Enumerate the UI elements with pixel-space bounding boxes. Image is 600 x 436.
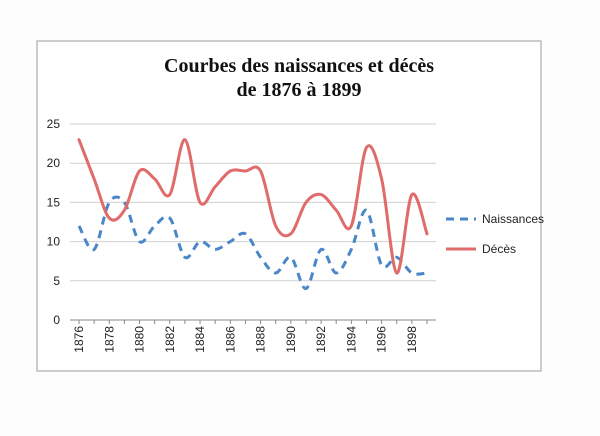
x-tick-label: 1888 (254, 326, 268, 353)
x-tick-label: 1890 (284, 326, 298, 353)
x-axis: 1876 1878 1880 1882 1884 1886 1888 1890 1892 1894… (70, 319, 436, 353)
x-tick-label: 1884 (193, 326, 207, 353)
y-tick-label: 20 (47, 156, 61, 170)
y-axis: 0 5 10 15 20 25 (47, 117, 61, 327)
y-tick-label: 15 (47, 195, 61, 209)
x-tick-label: 1878 (102, 326, 116, 353)
chart-frame (36, 40, 542, 372)
x-tick-label: 1876 (72, 326, 86, 353)
chart-title-line-1: Courbes des naissances et décès (164, 55, 434, 77)
x-tick-label: 1894 (344, 326, 358, 353)
y-tick-label: 5 (53, 274, 60, 288)
legend: Naissances Décès (446, 212, 544, 256)
x-tick-label: 1898 (405, 326, 419, 353)
y-tick-label: 10 (47, 235, 61, 249)
x-tick-label: 1880 (133, 326, 147, 353)
series-line-naissances (77, 195, 428, 291)
series-lines (77, 138, 429, 291)
x-tick-label: 1886 (223, 326, 237, 353)
x-tick-label: 1896 (375, 326, 389, 353)
series-line-deces (77, 138, 429, 275)
legend-label-deces: Décès (482, 242, 516, 256)
x-tick-label: 1882 (163, 326, 177, 353)
legend-label-naissances: Naissances (482, 212, 544, 226)
x-tick-label: 1892 (314, 326, 328, 353)
chart-title-line-2: de 1876 à 1899 (237, 79, 362, 101)
y-tick-label: 25 (47, 117, 61, 131)
y-tick-label: 0 (53, 313, 60, 327)
